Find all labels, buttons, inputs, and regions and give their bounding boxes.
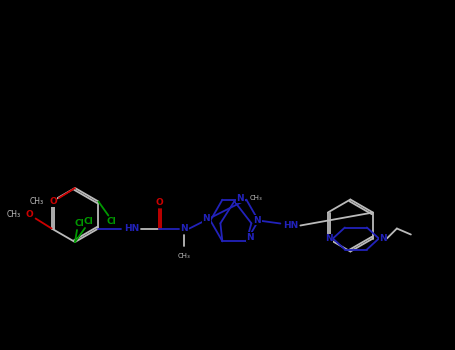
Text: CH₃: CH₃ — [249, 195, 262, 201]
Text: Cl: Cl — [83, 217, 93, 226]
Text: N: N — [181, 224, 188, 233]
Text: N: N — [253, 216, 261, 225]
Text: Cl: Cl — [106, 217, 116, 226]
Text: O: O — [26, 210, 34, 219]
Text: CH₃: CH₃ — [6, 210, 20, 219]
Text: O: O — [49, 197, 57, 206]
Text: Cl: Cl — [74, 218, 84, 228]
Text: N: N — [379, 234, 387, 243]
Text: N: N — [247, 233, 254, 242]
Text: O: O — [156, 198, 163, 207]
Text: HN: HN — [283, 221, 298, 230]
Text: HN: HN — [124, 224, 139, 233]
Text: N: N — [237, 194, 244, 203]
Text: CH₃: CH₃ — [30, 197, 44, 206]
Text: N: N — [325, 234, 333, 243]
Text: CH₃: CH₃ — [178, 252, 191, 259]
Text: N: N — [202, 214, 210, 223]
